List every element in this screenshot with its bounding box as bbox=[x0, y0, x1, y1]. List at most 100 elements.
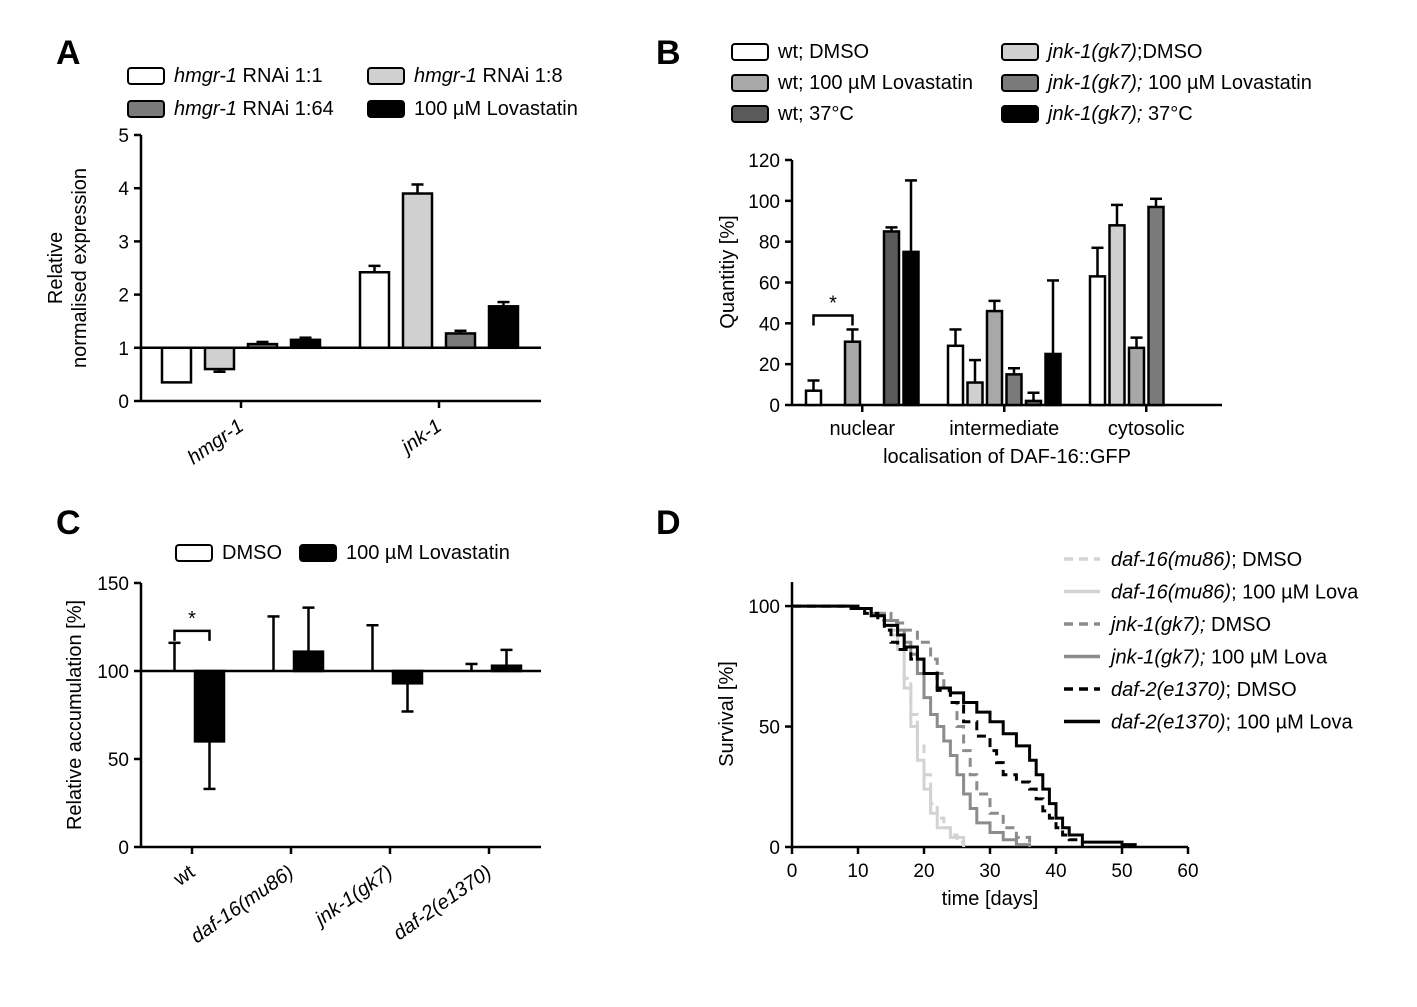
y-axis-label: Survival [%] bbox=[716, 661, 738, 767]
legend-label: daf-16(mu86); DMSO bbox=[1111, 549, 1302, 571]
legend-label: wt; 100 µM Lovastatin bbox=[777, 72, 973, 94]
significance-bracket bbox=[812, 314, 854, 326]
legend-swatch bbox=[367, 67, 405, 85]
bar bbox=[444, 332, 477, 350]
x-category-label: wt bbox=[169, 861, 199, 891]
bar bbox=[985, 309, 1004, 407]
legend-swatch bbox=[1001, 43, 1039, 61]
panel-letter-a: A bbox=[56, 34, 81, 72]
legend-label: 100 µM Lovastatin bbox=[414, 98, 578, 120]
legend-label: daf-2(e1370); DMSO bbox=[1111, 679, 1297, 701]
legend-label: wt; 37°C bbox=[777, 103, 854, 125]
bar bbox=[1088, 275, 1107, 407]
significance-label: * bbox=[829, 292, 837, 314]
legend-label: jnk-1(gk7); DMSO bbox=[1108, 614, 1271, 636]
bar bbox=[843, 340, 862, 407]
x-category-label: daf-16(mu86) bbox=[187, 861, 298, 948]
x-tick-label: 30 bbox=[979, 861, 1000, 882]
y-tick-label: 3 bbox=[118, 232, 129, 253]
legend-label: 100 µM Lovastatin bbox=[346, 542, 510, 564]
panel-a-bar-chart: hmgr-1 RNAi 1:1 hmgr-1 RNAi 1:8 hmgr-1 RNA… bbox=[45, 65, 578, 469]
y-tick-label: 80 bbox=[759, 233, 780, 254]
bar bbox=[1108, 224, 1126, 407]
legend-swatch bbox=[175, 544, 213, 562]
x-tick-label: 0 bbox=[787, 861, 798, 882]
legend-label: jnk-1(gk7);DMSO bbox=[1045, 41, 1202, 63]
bar bbox=[160, 346, 193, 384]
x-tick-label: 40 bbox=[1045, 861, 1066, 882]
panel-letter-d: D bbox=[656, 504, 681, 542]
legend-swatch bbox=[127, 100, 165, 118]
y-axis-label: Quantitiy [%] bbox=[717, 215, 739, 328]
x-category-label: nuclear bbox=[829, 418, 895, 440]
y-axis-label: Relative normalised expression bbox=[45, 168, 91, 368]
legend-label: wt; DMSO bbox=[777, 41, 869, 63]
y-tick-label: 0 bbox=[118, 392, 129, 413]
legend-swatch bbox=[731, 105, 769, 123]
y-tick-label: 100 bbox=[748, 597, 780, 618]
legend-swatch bbox=[1001, 105, 1039, 123]
legend-swatch bbox=[731, 43, 769, 61]
y-tick-label: 50 bbox=[108, 750, 129, 771]
y-tick-label: 120 bbox=[748, 151, 780, 172]
panel-d-survival-chart: 0 50 100 0 10 20 30 40 50 60 daf-16(mu86); DMSO daf… bbox=[716, 549, 1359, 910]
y-tick-label: 50 bbox=[759, 718, 780, 739]
legend-label: hmgr-1 RNAi 1:8 bbox=[414, 65, 563, 87]
panel-b-bar-chart: wt; DMSO jnk-1(gk7);DMSO wt; 100 µM Lovast… bbox=[717, 41, 1312, 468]
bar bbox=[882, 230, 901, 407]
legend-swatch bbox=[367, 100, 405, 118]
y-tick-label: 0 bbox=[769, 838, 780, 859]
survival-curve bbox=[792, 604, 1137, 847]
legend-label: daf-2(e1370); 100 µM Lova bbox=[1111, 712, 1354, 734]
bar bbox=[946, 344, 965, 407]
y-tick-label: 60 bbox=[759, 274, 780, 295]
x-tick-label: 60 bbox=[1177, 861, 1198, 882]
legend-swatch bbox=[731, 74, 769, 92]
bar bbox=[966, 381, 984, 407]
x-axis-label: localisation of DAF-16::GFP bbox=[883, 446, 1131, 468]
bar bbox=[487, 305, 520, 350]
y-tick-label: 5 bbox=[118, 126, 129, 147]
bar bbox=[401, 192, 434, 350]
panel-letter-c: C bbox=[56, 504, 81, 542]
x-category-label: intermediate bbox=[949, 418, 1059, 440]
y-tick-label: 20 bbox=[759, 355, 780, 376]
bar bbox=[1024, 399, 1043, 407]
y-tick-label: 1 bbox=[118, 339, 129, 360]
y-tick-label: 0 bbox=[118, 838, 129, 859]
legend-swatch bbox=[127, 67, 165, 85]
bar bbox=[1147, 205, 1165, 407]
bar bbox=[292, 650, 325, 673]
y-tick-label: 100 bbox=[97, 662, 129, 683]
significance-label: * bbox=[188, 608, 196, 630]
legend-label: jnk-1(gk7); 100 µM Lovastatin bbox=[1045, 72, 1312, 94]
bar bbox=[804, 389, 823, 407]
x-category-label: daf-2(e1370) bbox=[389, 861, 495, 945]
y-tick-label: 0 bbox=[769, 396, 780, 417]
bar bbox=[902, 250, 920, 407]
x-category-label: hmgr-1 bbox=[184, 415, 248, 469]
survival-curve bbox=[792, 604, 1084, 847]
survival-curve bbox=[792, 604, 1032, 847]
significance-bracket bbox=[173, 629, 211, 641]
bar bbox=[358, 271, 391, 350]
legend-swatch bbox=[1001, 74, 1039, 92]
legend-label: DMSO bbox=[222, 542, 282, 564]
x-axis-label: time [days] bbox=[942, 888, 1039, 910]
legend-swatch bbox=[299, 544, 337, 562]
legend-label: hmgr-1 RNAi 1:64 bbox=[174, 98, 334, 120]
bar bbox=[1044, 352, 1062, 407]
bar bbox=[203, 346, 236, 371]
y-tick-label: 2 bbox=[118, 286, 129, 307]
bar bbox=[1127, 346, 1146, 407]
y-axis-label: Relative accumulation [%] bbox=[64, 600, 86, 830]
bar bbox=[1005, 373, 1023, 407]
panel-c-bar-chart: DMSO 100 µM Lovastatin 0 50 100 150 wtdaf-16(m… bbox=[64, 542, 541, 948]
x-category-label: jnk-1(gk7) bbox=[309, 861, 397, 932]
y-tick-label: 100 bbox=[748, 192, 780, 213]
x-category-label: cytosolic bbox=[1108, 418, 1185, 440]
bar bbox=[193, 669, 226, 743]
legend-label: jnk-1(gk7); 100 µM Lova bbox=[1108, 647, 1328, 669]
legend-label: daf-16(mu86); 100 µM Lova bbox=[1111, 582, 1359, 604]
x-tick-label: 20 bbox=[913, 861, 934, 882]
